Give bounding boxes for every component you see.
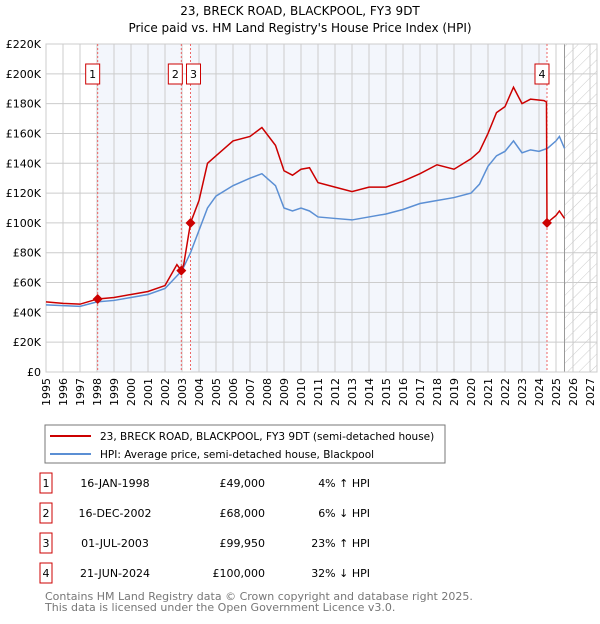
x-tick-label: 2023 <box>516 378 529 406</box>
footer-line-1: Contains HM Land Registry data © Crown c… <box>45 590 473 603</box>
x-tick-label: 2002 <box>159 378 172 406</box>
sale-point <box>541 217 552 228</box>
sale-point <box>92 293 103 304</box>
sale-number: 4 <box>43 567 50 580</box>
x-tick-label: 2001 <box>142 378 155 406</box>
property-price-line <box>45 85 566 305</box>
x-tick-label: 2014 <box>363 378 376 406</box>
sale-date: 21-JUN-2024 <box>80 567 150 580</box>
sale-number-box <box>39 562 53 584</box>
sale-number-box <box>39 532 53 554</box>
x-tick-label: 2006 <box>227 378 240 406</box>
x-tick-label: 2025 <box>550 378 563 406</box>
x-tick-label: 2010 <box>295 378 308 406</box>
sale-date: 01-JUL-2003 <box>81 537 149 550</box>
sale-label-box <box>85 63 101 85</box>
x-tick-label: 2026 <box>567 378 580 406</box>
sale-number-box <box>39 472 53 494</box>
x-tick-label: 1999 <box>108 378 121 406</box>
x-tick-label: 1998 <box>91 378 104 406</box>
sale-point <box>176 265 187 276</box>
x-tick-label: 2024 <box>533 378 546 406</box>
x-tick-label: 2004 <box>193 378 206 406</box>
plot-area: £0 £20K £40K £60K £80K £100K £120K £140K £160K £1… <box>6 38 598 406</box>
x-tick-label: 2007 <box>244 378 257 406</box>
x-tick-label: 2018 <box>431 378 444 406</box>
y-tick-label: £0 <box>27 366 41 379</box>
sale-label-box <box>167 63 183 85</box>
footer-line-2: This data is licensed under the Open Gov… <box>44 601 395 614</box>
chart-title: 23, BRECK ROAD, BLACKPOOL, FY3 9DT <box>180 4 420 18</box>
sale-hpi-diff: 6% ↓ HPI <box>318 507 370 520</box>
y-tick-label: £80K <box>13 247 42 260</box>
x-tick-label: 2011 <box>312 378 325 406</box>
sale-price: £99,950 <box>220 537 266 550</box>
x-tick-label: 2015 <box>380 378 393 406</box>
sale-label-number: 4 <box>538 68 545 81</box>
forecast-hatch <box>564 44 597 372</box>
x-tick-label: 1996 <box>57 378 70 406</box>
sale-point <box>185 217 196 228</box>
x-tick-label: 2017 <box>414 378 427 406</box>
sale-hpi-diff: 32% ↓ HPI <box>311 567 370 580</box>
plot-border <box>45 43 598 373</box>
sale-hpi-diff: 4% ↑ HPI <box>318 477 370 490</box>
sale-number: 3 <box>43 537 50 550</box>
y-tick-label: £220K <box>6 38 42 51</box>
sale-number: 2 <box>43 507 50 520</box>
sale-label-number: 3 <box>190 68 197 81</box>
x-tick-label: 2027 <box>584 378 597 406</box>
legend-label-property: 23, BRECK ROAD, BLACKPOOL, FY3 9DT (semi… <box>100 431 434 443</box>
x-tick-label: 2020 <box>465 378 478 406</box>
x-tick-label: 2000 <box>125 378 138 406</box>
chart-subtitle: Price paid vs. HM Land Registry's House … <box>128 21 471 35</box>
y-tick-label: £200K <box>6 68 42 81</box>
sale-label-box <box>186 63 201 85</box>
sale-number: 1 <box>43 477 50 490</box>
sale-label-number: 2 <box>172 68 179 81</box>
sale-price: £49,000 <box>220 477 266 490</box>
sale-hpi-diff: 23% ↑ HPI <box>311 537 370 550</box>
x-tick-label: 2008 <box>261 378 274 406</box>
sale-price: £68,000 <box>220 507 266 520</box>
y-tick-label: £180K <box>6 98 42 111</box>
sale-date: 16-JAN-1998 <box>80 477 149 490</box>
sales-table: 1 16-JAN-1998 £49,000 4% ↑ HPI 2 16-DEC-2002 £… <box>39 472 370 584</box>
y-tick-label: £120K <box>6 187 42 200</box>
y-tick-label: £100K <box>6 217 42 230</box>
ownership-shade <box>97 44 182 372</box>
x-tick-label: 2012 <box>329 378 342 406</box>
y-tick-label: £160K <box>6 127 42 140</box>
legend-label-hpi: HPI: Average price, semi-detached house,… <box>100 449 374 461</box>
x-tick-label: 2019 <box>448 378 461 406</box>
sale-price: £100,000 <box>213 567 266 580</box>
x-tick-label: 2022 <box>499 378 512 406</box>
y-tick-label: £60K <box>13 277 42 290</box>
x-tick-label: 2021 <box>482 378 495 406</box>
legend: 23, BRECK ROAD, BLACKPOOL, FY3 9DT (semi… <box>44 424 446 464</box>
hpi-line <box>45 134 566 308</box>
x-tick-label: 2005 <box>210 378 223 406</box>
sale-date: 16-DEC-2002 <box>78 507 151 520</box>
x-tick-label: 2003 <box>176 378 189 406</box>
x-tick-label: 1997 <box>74 378 87 406</box>
x-tick-label: 2013 <box>346 378 359 406</box>
sale-label-number: 1 <box>89 68 96 81</box>
x-tick-label: 2016 <box>397 378 410 406</box>
x-tick-label: 2009 <box>278 378 291 406</box>
y-tick-label: £140K <box>6 157 42 170</box>
y-tick-label: £40K <box>13 306 42 319</box>
y-tick-label: £20K <box>13 336 42 349</box>
sale-label-box <box>534 63 550 85</box>
sale-number-box <box>39 502 53 524</box>
x-tick-label: 1995 <box>40 378 53 406</box>
